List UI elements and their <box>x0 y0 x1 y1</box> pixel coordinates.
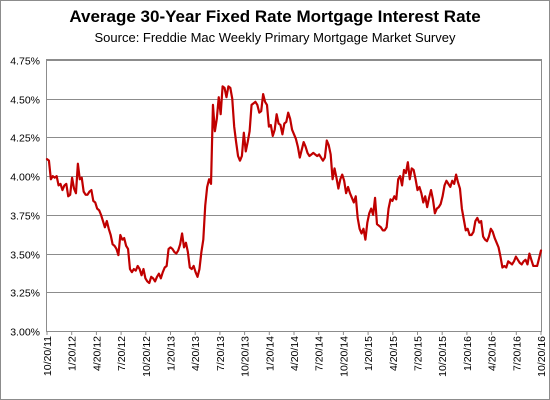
x-axis-tick-labels: 10/20/11 1/20/12 4/20/12 7/20/12 10/20/12 1/2… <box>42 336 548 377</box>
x-tick-label: 10/20/14 <box>338 336 350 377</box>
x-tick-label: 4/20/13 <box>190 336 202 371</box>
y-tick-label: 3.75% <box>10 211 40 223</box>
y-tick-label: 3.00% <box>10 327 40 339</box>
x-tick-label: 7/20/14 <box>314 336 326 371</box>
x-tick-label: 10/20/16 <box>536 336 548 377</box>
x-tick-label: 4/20/12 <box>91 336 103 371</box>
x-tick-label: 4/20/15 <box>388 336 400 371</box>
x-tick-label: 4/20/14 <box>289 336 301 371</box>
x-tick-label: 1/20/16 <box>462 336 474 371</box>
series-line <box>45 85 543 285</box>
y-tick-label: 4.50% <box>10 95 40 107</box>
x-tick-label: 7/20/13 <box>215 336 227 371</box>
y-tick-label: 3.25% <box>10 288 40 300</box>
x-tick-label: 1/20/15 <box>363 336 375 371</box>
chart-title: Average 30-Year Fixed Rate Mortgage Inte… <box>69 7 481 26</box>
x-tick-label: 7/20/15 <box>413 336 425 371</box>
x-tick-label: 4/20/16 <box>487 336 499 371</box>
x-tick-label: 10/20/11 <box>42 336 54 376</box>
x-tick-label: 10/20/12 <box>141 336 153 377</box>
series-group <box>45 85 543 285</box>
y-tick-label: 4.25% <box>10 133 40 145</box>
plot-area-border <box>46 59 542 332</box>
y-tick-label: 3.50% <box>10 250 40 262</box>
x-tick-label: 1/20/14 <box>264 336 276 371</box>
x-tick-label: 10/20/13 <box>240 336 252 377</box>
y-axis-tick-labels: 3.00% 3.25% 3.50% 3.75% 4.00% 4.25% 4.50% 4.75% <box>10 56 40 339</box>
y-tick-label: 4.00% <box>10 172 40 184</box>
x-axis-ticks <box>46 331 542 335</box>
x-tick-label: 10/20/15 <box>437 336 449 377</box>
x-tick-label: 1/20/13 <box>166 336 178 371</box>
x-tick-label: 1/20/12 <box>67 336 79 371</box>
chart-subtitle: Source: Freddie Mac Weekly Primary Mortg… <box>94 30 456 45</box>
x-tick-label: 7/20/16 <box>511 336 523 371</box>
y-tick-label: 4.75% <box>10 56 40 68</box>
y-gridlines <box>47 60 541 332</box>
x-tick-label: 7/20/12 <box>116 336 128 371</box>
